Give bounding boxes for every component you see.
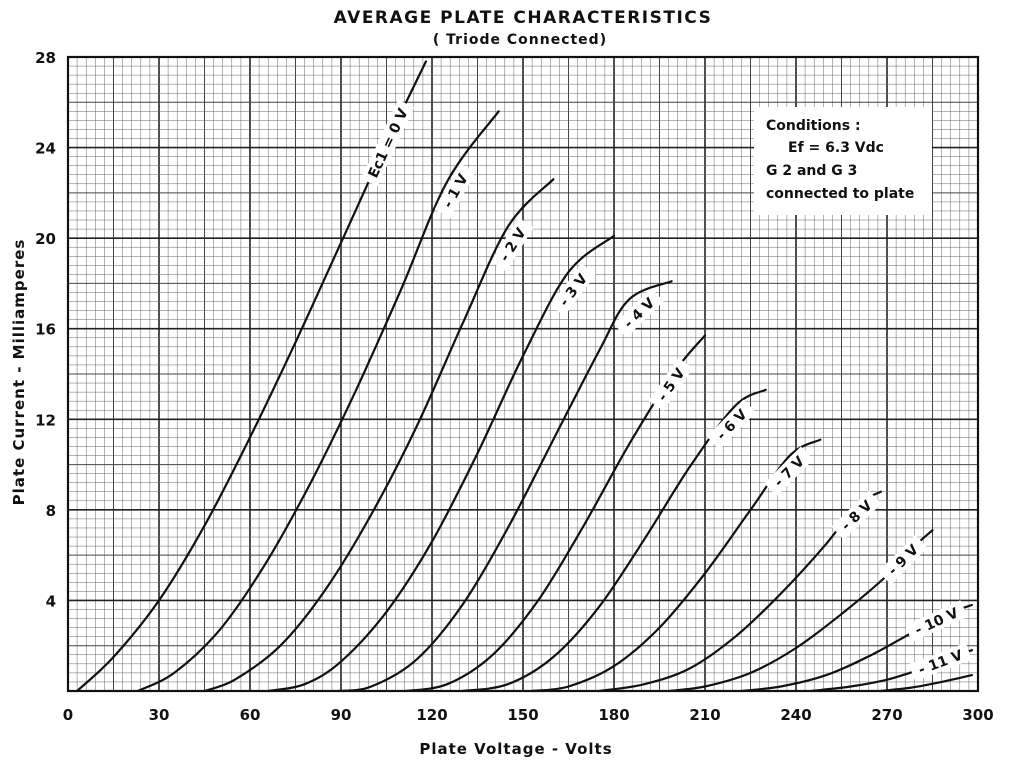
- curve-label-group: - 7 V: [764, 446, 814, 497]
- conditions-line-1: Ef = 6.3 Vdc: [788, 140, 884, 156]
- curve-line: [879, 674, 973, 693]
- curve-label-bg: [706, 399, 757, 450]
- conditions-box: Conditions : Ef = 6.3 Vdc G 2 and G 3 co…: [754, 107, 932, 215]
- axis-ticks: 0 30 60 90 120 150 180 210 240 270 300 4 8 12 16 20 24 28: [35, 49, 994, 724]
- x-tick-label: 300: [962, 706, 993, 724]
- curve-line: [461, 388, 767, 693]
- curve-line: [531, 438, 822, 693]
- curve-line: [267, 234, 616, 693]
- curve-label-bg: [361, 99, 415, 187]
- x-tick-label: 90: [331, 706, 352, 724]
- y-axis-label: Plate Current - Milliamperes: [10, 239, 28, 506]
- chart-title: AVERAGE PLATE CHARACTERISTICS: [334, 8, 713, 28]
- conditions-line-3: connected to plate: [766, 186, 914, 202]
- x-tick-label: 180: [598, 706, 629, 724]
- curve-label-group: - 1 V: [434, 163, 476, 218]
- x-tick-label: 240: [780, 706, 811, 724]
- y-tick-label: 28: [35, 49, 56, 67]
- curve-line: [136, 110, 500, 693]
- x-tick-label: 120: [416, 706, 447, 724]
- y-tick-label: 16: [35, 321, 56, 339]
- curve-label-bg: [613, 288, 664, 338]
- y-tick-label: 4: [46, 592, 56, 610]
- curve-label-group: - 5 V: [648, 357, 694, 411]
- y-tick-label: 20: [35, 230, 56, 248]
- curve-label-group: - 11 V: [908, 642, 973, 682]
- chart-subtitle: ( Triode Connected): [433, 32, 607, 48]
- curve-label-bg: [648, 357, 694, 411]
- curve-label-bg: [764, 446, 814, 497]
- x-tick-label: 150: [507, 706, 538, 724]
- x-axis-label: Plate Voltage - Volts: [419, 740, 612, 758]
- curve-label-bg: [831, 490, 882, 540]
- x-tick-label: 60: [240, 706, 261, 724]
- curve-label-group: Ec1 = 0 V: [361, 99, 415, 187]
- curve-line: [336, 280, 673, 693]
- x-tick-label: 210: [689, 706, 720, 724]
- curve-line: [203, 178, 555, 693]
- curve-label-bg: [908, 642, 973, 682]
- curve-label-group: - 9 V: [878, 534, 928, 585]
- curve-label: - 11 V: [916, 647, 965, 678]
- y-tick-label: 8: [46, 502, 56, 520]
- x-tick-label: 270: [871, 706, 902, 724]
- curve-label-bg: [550, 263, 596, 317]
- curve-label-bg: [878, 534, 928, 585]
- conditions-line-2: G 2 and G 3: [766, 163, 857, 179]
- curve-label-group: - 4 V: [613, 288, 664, 338]
- conditions-heading: Conditions :: [766, 118, 861, 134]
- curve-label-bg: [905, 600, 968, 642]
- curve-label: - 10 V: [913, 605, 962, 639]
- x-tick-label: 30: [149, 706, 170, 724]
- curve-line: [667, 529, 934, 693]
- y-tick-label: 12: [35, 411, 56, 429]
- curve-label-group: - 8 V: [831, 490, 882, 540]
- plot-frame: [66, 55, 980, 693]
- y-tick-label: 24: [35, 140, 56, 158]
- x-tick-label: 0: [63, 706, 73, 724]
- curve-label-bg: [490, 217, 534, 272]
- curve-label-bg: [434, 163, 476, 218]
- grid: [66, 55, 980, 693]
